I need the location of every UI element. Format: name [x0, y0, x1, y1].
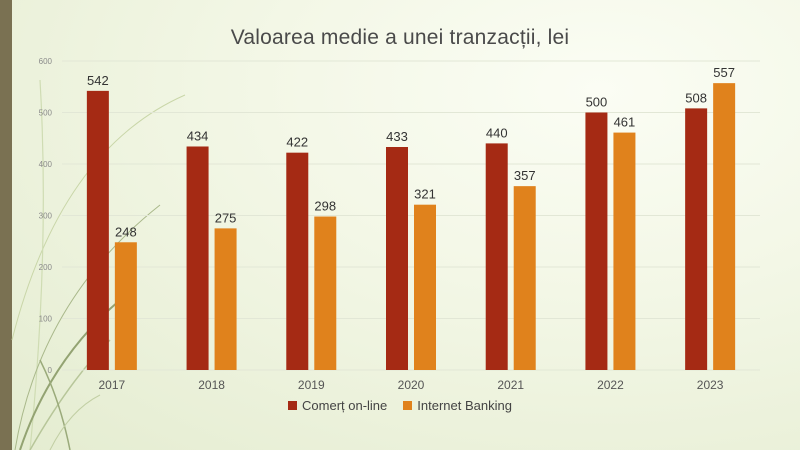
bar-comert-on-line-2022 — [585, 112, 608, 370]
bars — [86, 83, 736, 371]
bar-internet-banking-2018 — [214, 228, 237, 370]
bar-comert-on-line-2018 — [186, 146, 209, 370]
x-tick-label-2020: 2020 — [398, 378, 425, 392]
legend-label-comert-online: Comerț on-line — [302, 398, 388, 413]
x-tick-label-2018: 2018 — [198, 378, 225, 392]
x-tick-label-2023: 2023 — [697, 378, 724, 392]
bar-comert-on-line-2019 — [286, 152, 309, 370]
y-tick-label-0: 0 — [48, 366, 53, 375]
bar-comert-on-line-2021 — [485, 143, 508, 370]
y-tick-label-300: 300 — [39, 212, 53, 221]
data-label-comert-on-line-2023: 508 — [685, 90, 707, 105]
legend-item-comert-online: Comerț on-line — [288, 398, 387, 413]
data-label-comert-on-line-2022: 500 — [586, 95, 608, 110]
legend-item-internet-banking: Internet Banking — [403, 398, 512, 413]
x-tick-label-2017: 2017 — [99, 378, 126, 392]
data-labels: 542 248 434 275 422 298 433 321 440 357 500 461 508 5… — [87, 65, 735, 239]
data-label-internet-banking-2023: 557 — [713, 65, 735, 80]
bar-internet-banking-2023 — [713, 83, 736, 371]
y-axis: 0 100 200 300 400 500 600 — [39, 57, 53, 375]
legend-label-internet-banking: Internet Banking — [417, 398, 512, 413]
x-axis: 2017 2018 2019 2020 2021 2022 2023 — [99, 378, 724, 392]
data-label-comert-on-line-2018: 434 — [187, 128, 209, 143]
bar-comert-on-line-2020 — [386, 147, 408, 370]
data-label-internet-banking-2019: 298 — [314, 199, 336, 214]
y-tick-label-600: 600 — [39, 57, 53, 66]
bar-comert-on-line-2023 — [685, 108, 708, 370]
y-tick-label-400: 400 — [39, 160, 53, 169]
x-tick-label-2021: 2021 — [497, 378, 524, 392]
data-label-internet-banking-2020: 321 — [414, 187, 436, 202]
bar-internet-banking-2017 — [114, 242, 137, 370]
x-tick-label-2022: 2022 — [597, 378, 624, 392]
legend: Comerț on-line Internet Banking — [0, 398, 800, 413]
bar-internet-banking-2021 — [513, 186, 536, 370]
slide-accent-bar — [0, 0, 12, 450]
chart-title: Valoarea medie a unei tranzacții, lei — [230, 26, 570, 49]
data-label-comert-on-line-2021: 440 — [486, 125, 508, 140]
data-label-internet-banking-2021: 357 — [514, 168, 536, 183]
bar-internet-banking-2022 — [613, 132, 636, 370]
data-label-comert-on-line-2020: 433 — [386, 129, 408, 144]
data-label-internet-banking-2017: 248 — [115, 224, 137, 239]
y-tick-label-100: 100 — [39, 315, 53, 324]
bar-internet-banking-2020 — [414, 204, 436, 370]
y-tick-label-200: 200 — [39, 263, 53, 272]
x-tick-label-2019: 2019 — [298, 378, 325, 392]
bar-comert-on-line-2017 — [86, 90, 109, 371]
gridlines — [62, 60, 760, 371]
data-label-comert-on-line-2019: 422 — [286, 135, 308, 150]
data-label-internet-banking-2018: 275 — [215, 210, 237, 225]
data-label-internet-banking-2022: 461 — [614, 115, 636, 130]
bar-internet-banking-2019 — [314, 216, 337, 370]
data-label-comert-on-line-2017: 542 — [87, 73, 109, 88]
legend-swatch-internet-banking — [403, 401, 413, 410]
legend-swatch-comert-online — [288, 401, 298, 410]
y-tick-label-500: 500 — [39, 109, 53, 118]
